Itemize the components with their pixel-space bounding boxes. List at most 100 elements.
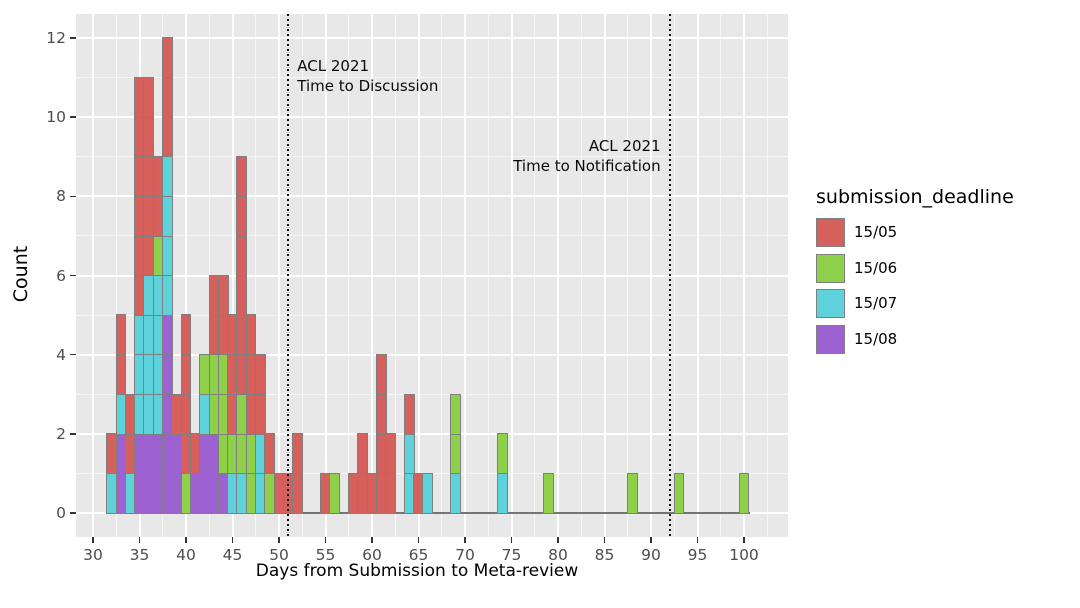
reference-vline: [287, 14, 290, 537]
y-tick-label: 8: [56, 187, 66, 206]
annotation-line: ACL 2021: [588, 137, 661, 155]
legend-key-swatch-icon: [816, 324, 845, 354]
legend-key-swatch-icon: [816, 218, 845, 247]
annotation-line: Time to Notification: [513, 157, 661, 175]
legend-item-label: 15/05: [854, 223, 898, 241]
histogram-cell-15-06: [627, 472, 638, 514]
histogram-cell-15-06: [738, 472, 750, 514]
gridline-minor-y: [76, 235, 788, 237]
x-tick-mark: [743, 537, 745, 543]
histogram-cell-15-05: [236, 195, 248, 237]
histogram-cell-15-05: [236, 156, 248, 198]
x-tick-label: 45: [222, 546, 243, 564]
histogram-cell-15-05: [236, 235, 248, 277]
legend-item: 15/08: [816, 324, 1014, 354]
histogram-cell-15-07: [162, 195, 173, 237]
x-tick-mark: [371, 537, 373, 543]
histogram-cell-15-06: [673, 472, 685, 514]
reference-vline: [668, 14, 671, 537]
x-tick-label: 70: [455, 546, 475, 564]
gridline-major-y: [76, 195, 788, 198]
x-tick-mark: [650, 537, 652, 543]
annotation-line: Time to Discussion: [297, 77, 439, 95]
x-tick-mark: [417, 537, 420, 543]
gridline-minor-y: [76, 156, 788, 158]
plot-panel: [76, 14, 788, 537]
gridline-major-y: [76, 353, 788, 356]
histogram-cell-15-05: [385, 433, 396, 475]
histogram-cell-15-07: [403, 433, 415, 475]
y-tick-mark: [70, 37, 76, 39]
histogram-cell-15-06: [450, 393, 462, 435]
histogram-cell-15-05: [357, 433, 369, 475]
x-tick-label: 35: [129, 546, 150, 564]
x-tick-mark: [603, 537, 606, 543]
histogram-cell-15-07: [162, 156, 173, 198]
gridline-major-y: [76, 37, 788, 39]
histogram-cell-15-05: [236, 274, 248, 316]
legend-items: 15/05 15/06 15/07 15/08: [816, 218, 1014, 354]
x-tick-label: 65: [408, 546, 429, 564]
x-tick-mark: [510, 537, 513, 543]
histogram-cell-15-05: [385, 472, 396, 514]
histogram-cell-15-05: [255, 353, 266, 395]
x-tick-mark: [138, 537, 141, 543]
legend-item-label: 15/08: [854, 329, 898, 348]
legend-key-swatch-icon: [816, 289, 845, 318]
x-tick-label: 60: [362, 546, 382, 564]
legend-item: 15/05: [816, 218, 1014, 247]
histogram-cell-15-05: [143, 116, 155, 158]
x-axis-title: Days from Submission to Meta-review: [255, 561, 579, 581]
x-tick-mark: [278, 537, 280, 543]
x-tick-mark: [696, 537, 699, 543]
legend-item-label: 15/06: [854, 258, 898, 277]
histogram-cell-15-05: [292, 472, 303, 514]
gridline-major-y: [76, 432, 788, 435]
histogram-cell-15-05: [180, 314, 192, 356]
histogram-cell-15-07: [162, 235, 173, 277]
histogram-cell-15-05: [115, 314, 127, 356]
histogram-cell-15-05: [180, 353, 192, 395]
x-tick-label: 50: [269, 546, 289, 564]
histogram-cell-15-05: [375, 353, 387, 395]
legend-key-swatch-icon: [816, 253, 845, 283]
x-tick-mark: [464, 537, 466, 543]
x-tick-label: 40: [176, 546, 196, 564]
gridline-minor-y: [76, 314, 788, 316]
histogram-cell-15-07: [496, 472, 508, 514]
y-tick-label: 12: [46, 29, 66, 47]
legend-item-label: 15/07: [854, 294, 898, 312]
histogram-cell-15-05: [403, 393, 415, 435]
histogram-cell-15-05: [292, 433, 303, 475]
y-tick-label: 2: [56, 424, 66, 443]
histogram-cell-15-05: [162, 116, 173, 158]
y-tick-mark: [70, 274, 76, 277]
x-tick-label: 100: [729, 546, 759, 564]
x-tick-label: 30: [83, 546, 103, 564]
annotation-time-to-discussion: ACL 2021 Time to Discussion: [297, 56, 438, 96]
histogram-cell-15-06: [329, 472, 341, 514]
gridline-minor-y: [76, 393, 788, 395]
histogram-cell-15-05: [180, 393, 192, 435]
x-tick-label: 80: [548, 546, 568, 564]
x-tick-label: 95: [687, 546, 708, 564]
y-tick-label: 0: [56, 504, 66, 522]
legend-title: submission_deadline: [816, 186, 1014, 208]
gridline-major-y: [76, 116, 788, 119]
x-tick-label: 75: [501, 546, 522, 564]
histogram-cell-15-08: [162, 353, 173, 395]
y-tick-label: 10: [46, 108, 66, 127]
x-tick-mark: [557, 537, 559, 543]
gridline-major-y: [76, 274, 788, 277]
histogram-cell-15-05: [143, 76, 155, 118]
histogram-cell-15-05: [245, 314, 257, 356]
annotation-line: ACL 2021: [297, 57, 370, 75]
x-tick-mark: [185, 537, 187, 543]
histogram-cell-15-05: [162, 37, 173, 79]
histogram-cell-15-07: [162, 274, 173, 316]
histogram-cell-15-06: [543, 472, 555, 514]
histogram-cell-15-05: [115, 353, 127, 395]
histogram-cell-15-05: [264, 433, 276, 475]
x-tick-mark: [92, 537, 94, 543]
y-tick-mark: [70, 433, 76, 435]
